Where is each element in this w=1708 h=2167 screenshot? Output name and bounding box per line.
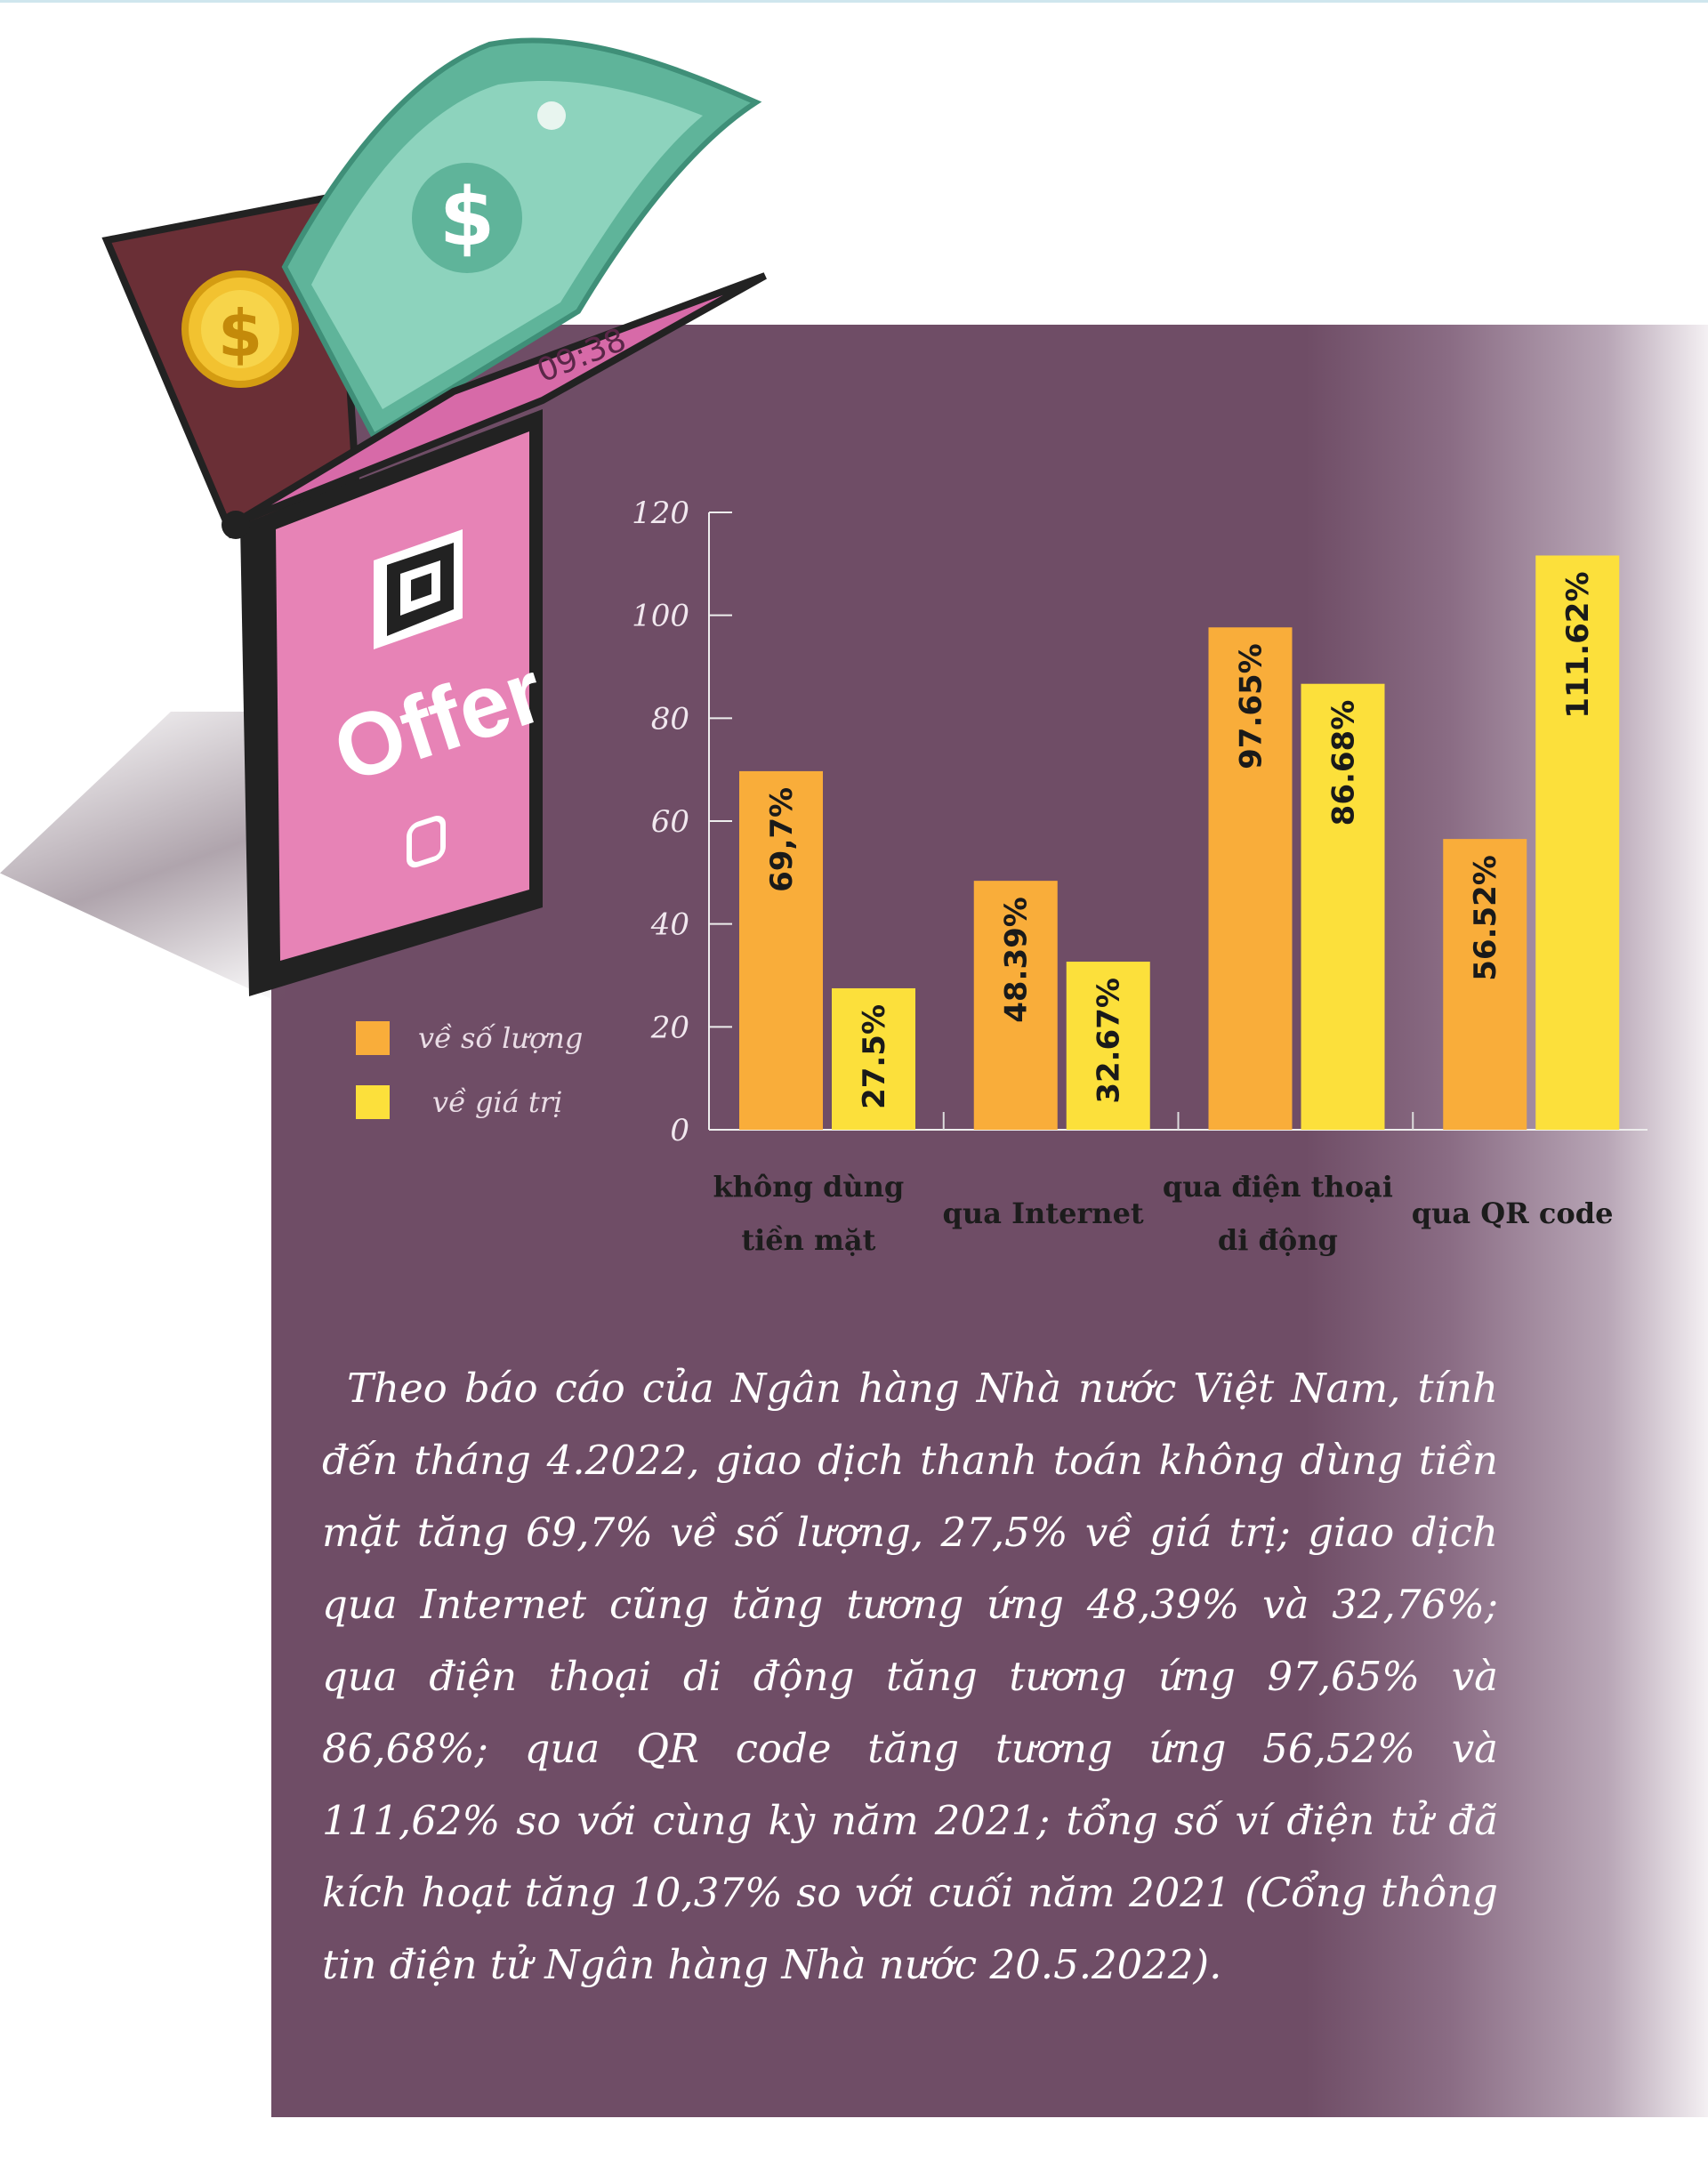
y-tick-label: 40 [650, 907, 689, 943]
y-tick-label: 120 [632, 495, 689, 531]
bar [1301, 683, 1385, 1130]
category-label: qua QR code [1412, 1196, 1614, 1230]
category-label: không dùng [713, 1170, 904, 1204]
legend: về số lượng về giá trị [356, 1019, 583, 1147]
phone-money-illustration: $ $ 09:38 Offer [101, 37, 767, 996]
bar [1066, 962, 1150, 1130]
bar [739, 770, 823, 1130]
y-tick-label: 100 [632, 599, 689, 634]
bar-value-label: 48.39% [999, 897, 1035, 1023]
category-label: di động [1218, 1223, 1338, 1257]
category-labels: không dùng tiền mặt qua Internet qua điện t… [713, 1170, 1613, 1257]
y-tick-label: 80 [651, 701, 689, 737]
bar [1535, 555, 1620, 1130]
category-label: qua điện thoại [1163, 1170, 1393, 1204]
phone-top-screen [229, 272, 767, 528]
bar-value-label: 27.5% [857, 1004, 892, 1109]
bar-value-label: 69,7% [764, 787, 800, 892]
body-paragraph: Theo báo cáo của Ngân hàng Nhà nước Việt… [322, 1365, 1498, 1988]
bar-chart: 0 20 40 60 80 100 120 69,7% 27.5% 48.39% 32.67% 97… [632, 495, 1648, 1257]
bar-value-label: 86.68% [1326, 700, 1362, 826]
legend-swatch-orange [356, 1021, 390, 1055]
bar [832, 987, 915, 1130]
coin-dollar-sign: $ [218, 296, 262, 371]
bar-value-label: 97.65% [1234, 643, 1269, 769]
bar [973, 881, 1058, 1130]
y-tick-label: 20 [650, 1010, 689, 1045]
dollar-sign: $ [439, 171, 495, 264]
legend-label: về giá trị [432, 1085, 563, 1119]
legend-swatch-yellow [356, 1085, 390, 1119]
y-tick-label: 0 [670, 1113, 689, 1148]
bar [1443, 839, 1527, 1130]
top-rule [0, 0, 1708, 3]
legend-item-quantity: về số lượng [356, 1019, 583, 1058]
qr-code-icon [374, 529, 463, 649]
bar [1208, 627, 1293, 1130]
home-button-icon [407, 816, 446, 868]
bar-value-label: 56.52% [1468, 855, 1503, 981]
bar-value-label: 32.67% [1092, 978, 1127, 1104]
legend-label: về số lượng [418, 1021, 584, 1055]
category-label: qua Internet [943, 1196, 1144, 1230]
bar-value-label: 111.62% [1560, 571, 1596, 718]
y-tick-label: 60 [651, 804, 689, 840]
dollar-badge-icon [412, 163, 522, 273]
category-label: tiền mặt [741, 1223, 875, 1257]
bars: 69,7% 27.5% 48.39% 32.67% 97.65% 86.68% 56.52%… [739, 555, 1620, 1130]
legend-item-value: về giá trị [356, 1083, 583, 1122]
